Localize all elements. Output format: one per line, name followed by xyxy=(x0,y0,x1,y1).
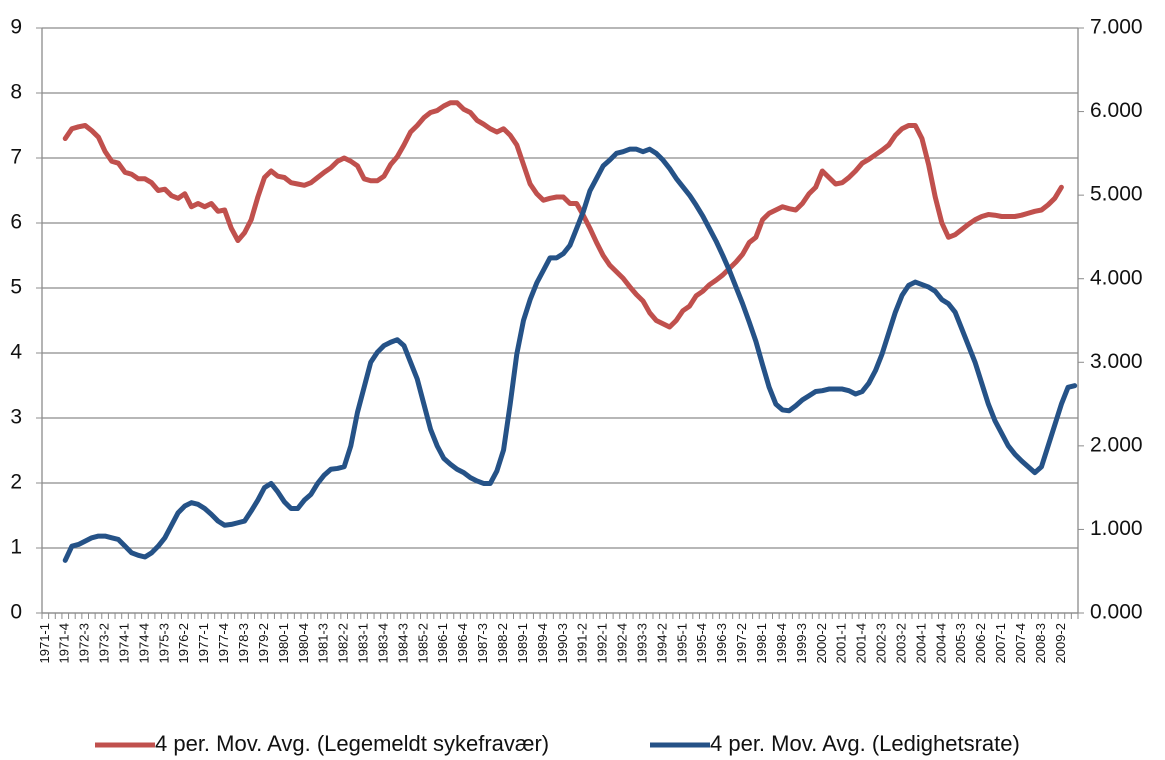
x-tick-label: 2005-3 xyxy=(953,623,968,663)
x-tick-label: 1974-1 xyxy=(116,623,131,663)
x-tick-label: 1973-2 xyxy=(97,623,112,663)
x-tick-label: 1996-3 xyxy=(714,623,729,663)
x-tick-label: 1983-4 xyxy=(375,623,390,663)
x-tick-label: 1992-1 xyxy=(595,623,610,663)
y2-tick-label: 5.000 xyxy=(1090,183,1143,206)
x-tick-label: 1980-1 xyxy=(276,623,291,663)
x-tick-label: 1977-1 xyxy=(196,623,211,663)
y2-tick-label: 1.000 xyxy=(1090,517,1143,540)
y-tick-label: 9 xyxy=(10,16,22,39)
x-tick-label: 1998-4 xyxy=(774,623,789,663)
x-tick-label: 1971-4 xyxy=(57,623,72,663)
x-tick-label: 2001-1 xyxy=(834,623,849,663)
x-tick-label: 1978-3 xyxy=(236,623,251,663)
x-tick-label: 1998-1 xyxy=(754,623,769,663)
x-tick-label: 2001-4 xyxy=(854,623,869,663)
y-tick-label: 7 xyxy=(10,146,22,169)
x-tick-label: 2003-2 xyxy=(893,623,908,663)
x-tick-label: 2007-1 xyxy=(993,623,1008,663)
x-tick-label: 1986-4 xyxy=(455,623,470,663)
x-tick-label: 1980-4 xyxy=(296,623,311,663)
x-tick-label: 1993-3 xyxy=(634,623,649,663)
x-tick-label: 1976-2 xyxy=(176,623,191,663)
legend-label: 4 per. Mov. Avg. (Ledighetsrate) xyxy=(710,731,1020,756)
x-tick-label: 1994-2 xyxy=(654,623,669,663)
x-tick-label: 1987-3 xyxy=(475,623,490,663)
y2-tick-label: 2.000 xyxy=(1090,433,1143,456)
y2-tick-label: 4.000 xyxy=(1090,266,1143,289)
legend-label: 4 per. Mov. Avg. (Legemeldt sykefravær) xyxy=(155,731,549,756)
x-tick-label: 2004-1 xyxy=(913,623,928,663)
x-tick-label: 1989-1 xyxy=(515,623,530,663)
x-tick-label: 1972-3 xyxy=(77,623,92,663)
x-tick-label: 1977-4 xyxy=(216,623,231,663)
x-tick-label: 1982-2 xyxy=(336,623,351,663)
x-tick-label: 1997-2 xyxy=(734,623,749,663)
x-tick-label: 1979-2 xyxy=(256,623,271,663)
x-tick-label: 1986-1 xyxy=(435,623,450,663)
series-line xyxy=(62,146,1078,563)
x-tick-label: 1995-1 xyxy=(674,623,689,663)
y-tick-label: 0 xyxy=(10,601,22,624)
x-tick-label: 1984-3 xyxy=(395,623,410,663)
x-tick-label: 1989-4 xyxy=(535,623,550,663)
y2-tick-label: 0.000 xyxy=(1090,601,1143,624)
x-tick-label: 1999-3 xyxy=(794,623,809,663)
x-tick-label: 1983-1 xyxy=(356,623,371,663)
y-tick-label: 1 xyxy=(10,536,22,559)
y2-tick-label: 6.000 xyxy=(1090,99,1143,122)
x-tick-label: 2009-2 xyxy=(1053,623,1068,663)
x-tick-label: 1988-2 xyxy=(495,623,510,663)
y-tick-label: 3 xyxy=(10,406,22,429)
x-tick-label: 2004-4 xyxy=(933,623,948,663)
x-tick-label: 1971-1 xyxy=(37,623,52,663)
x-tick-label: 1985-2 xyxy=(415,623,430,663)
x-tick-label: 1992-4 xyxy=(615,623,630,663)
y-tick-label: 8 xyxy=(10,81,22,104)
x-tick-label: 2002-3 xyxy=(874,623,889,663)
y-tick-label: 2 xyxy=(10,471,22,494)
x-tick-label: 2000-2 xyxy=(814,623,829,663)
x-tick-label: 1975-3 xyxy=(156,623,171,663)
x-tick-label: 1974-4 xyxy=(136,623,151,663)
series-line xyxy=(62,100,1064,330)
x-tick-label: 2008-3 xyxy=(1033,623,1048,663)
y2-tick-label: 7.000 xyxy=(1090,16,1143,39)
x-tick-label: 1990-3 xyxy=(555,623,570,663)
x-tick-label: 1991-2 xyxy=(575,623,590,663)
x-tick-label: 1995-4 xyxy=(694,623,709,663)
y-tick-label: 6 xyxy=(10,211,22,234)
x-tick-label: 2007-4 xyxy=(1013,623,1028,663)
x-tick-label: 2006-2 xyxy=(973,623,988,663)
y2-tick-label: 3.000 xyxy=(1090,350,1143,373)
x-tick-label: 1981-3 xyxy=(316,623,331,663)
y-tick-label: 4 xyxy=(10,341,22,364)
y-tick-label: 5 xyxy=(10,276,22,299)
